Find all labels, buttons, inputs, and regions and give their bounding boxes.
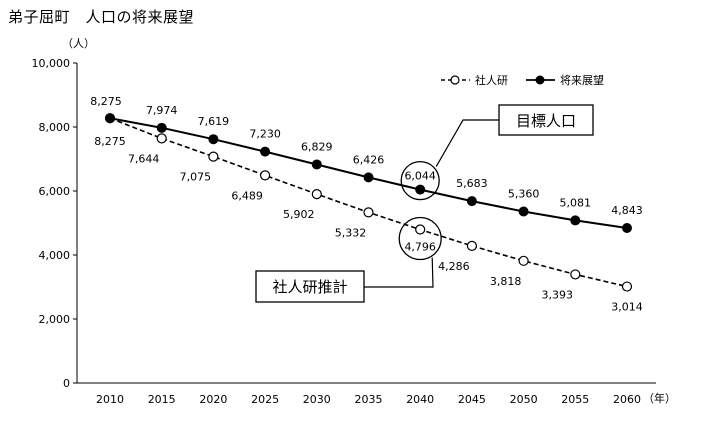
data-label-shajinken: 3,818 (490, 275, 522, 288)
callout-leader-shajinken (364, 257, 434, 288)
callout-leader-target (435, 119, 499, 167)
x-tick-label: 2055 (561, 393, 589, 406)
data-label-shorai-tenbo: 6,426 (353, 153, 385, 166)
data-label-shorai-tenbo: 7,974 (146, 104, 178, 117)
point-marker-shajinken (311, 189, 322, 200)
data-label-shorai-tenbo: 5,683 (456, 177, 488, 190)
y-tick-label: 10,000 (32, 57, 71, 70)
point-marker-shajinken (260, 170, 271, 181)
data-label-shajinken: 3,014 (611, 301, 643, 314)
x-tick-label: 2010 (96, 393, 124, 406)
point-marker-shorai-tenbo (156, 122, 167, 133)
point-marker-shajinken (621, 281, 633, 292)
y-tick-label: 4,000 (39, 249, 71, 262)
data-label-shorai-tenbo: 7,619 (198, 115, 230, 128)
data-label-shajinken: 6,489 (231, 189, 263, 202)
series-line-shajinken (109, 117, 628, 288)
y-tick-label: 8,000 (39, 121, 71, 134)
point-marker-shorai-tenbo (208, 134, 219, 145)
data-label-shajinken: 5,902 (283, 208, 315, 221)
point-marker-shorai-tenbo (105, 113, 115, 124)
data-label-shajinken: 3,393 (542, 288, 574, 301)
x-tick-label: 2040 (406, 393, 434, 406)
data-label-shajinken: 7,644 (128, 152, 160, 165)
point-marker-shorai-tenbo (622, 223, 632, 234)
x-tick-label: 2015 (148, 393, 176, 406)
data-label-shajinken: 5,332 (335, 226, 367, 239)
point-marker-shorai-tenbo (415, 184, 426, 195)
point-marker-shajinken (570, 269, 581, 280)
data-label-shajinken: 4,796 (404, 241, 436, 254)
legend-marker-shajinken (450, 75, 460, 85)
callout-box-shajinken (255, 270, 365, 303)
data-label-shorai-tenbo: 6,044 (404, 170, 436, 183)
highlight-circle-target (400, 160, 440, 201)
point-marker-shajinken (466, 240, 477, 251)
data-label-shorai-tenbo: 5,360 (508, 187, 540, 200)
legend-label-shajinken: 社人研 (475, 73, 508, 87)
point-marker-shajinken (415, 224, 426, 235)
x-tick-label: 2045 (458, 393, 486, 406)
point-marker-shajinken (363, 207, 374, 218)
point-marker-shorai-tenbo (311, 159, 322, 170)
point-marker-shorai-tenbo (466, 196, 477, 207)
data-label-shajinken: 4,286 (438, 260, 470, 273)
x-tick-label: 2025 (251, 393, 279, 406)
chart-title: 弟子屈町 人口の将来展望 (8, 8, 195, 26)
data-label-shajinken: 8,275 (94, 135, 126, 148)
callout-text-shajinken: 社人研推計 (272, 278, 347, 296)
legend-marker-shorai-tenbo (535, 75, 545, 85)
legend-label-shorai-tenbo: 将来展望 (560, 74, 604, 87)
x-tick-label: 2060 (613, 393, 641, 406)
data-label-shorai-tenbo: 8,275 (90, 95, 122, 108)
callout-box-target (498, 104, 594, 136)
point-marker-shorai-tenbo (518, 206, 529, 217)
y-axis-unit: （人） (62, 37, 95, 50)
data-label-shorai-tenbo: 6,829 (301, 140, 333, 153)
highlight-circle-shajinken (398, 216, 442, 261)
y-tick-label: 2,000 (39, 313, 71, 326)
data-label-shorai-tenbo: 7,230 (249, 128, 281, 141)
point-marker-shorai-tenbo (363, 172, 374, 183)
point-marker-shajinken (156, 133, 167, 144)
point-marker-shorai-tenbo (570, 215, 581, 226)
y-tick-label: 0 (63, 377, 70, 390)
data-label-shorai-tenbo: 4,843 (611, 204, 643, 217)
x-tick-label: 2035 (355, 393, 383, 406)
data-label-shajinken: 7,075 (180, 171, 212, 184)
x-axis-unit: （年） (643, 391, 676, 405)
x-tick-label: 2050 (510, 393, 538, 406)
point-marker-shorai-tenbo (260, 146, 271, 157)
x-tick-label: 2030 (303, 393, 331, 406)
y-tick-label: 6,000 (39, 185, 71, 198)
callout-text-target: 目標人口 (516, 112, 576, 130)
x-tick-label: 2020 (199, 393, 227, 406)
point-marker-shajinken (208, 151, 219, 162)
data-label-shorai-tenbo: 5,081 (560, 196, 592, 209)
point-marker-shajinken (518, 255, 529, 266)
